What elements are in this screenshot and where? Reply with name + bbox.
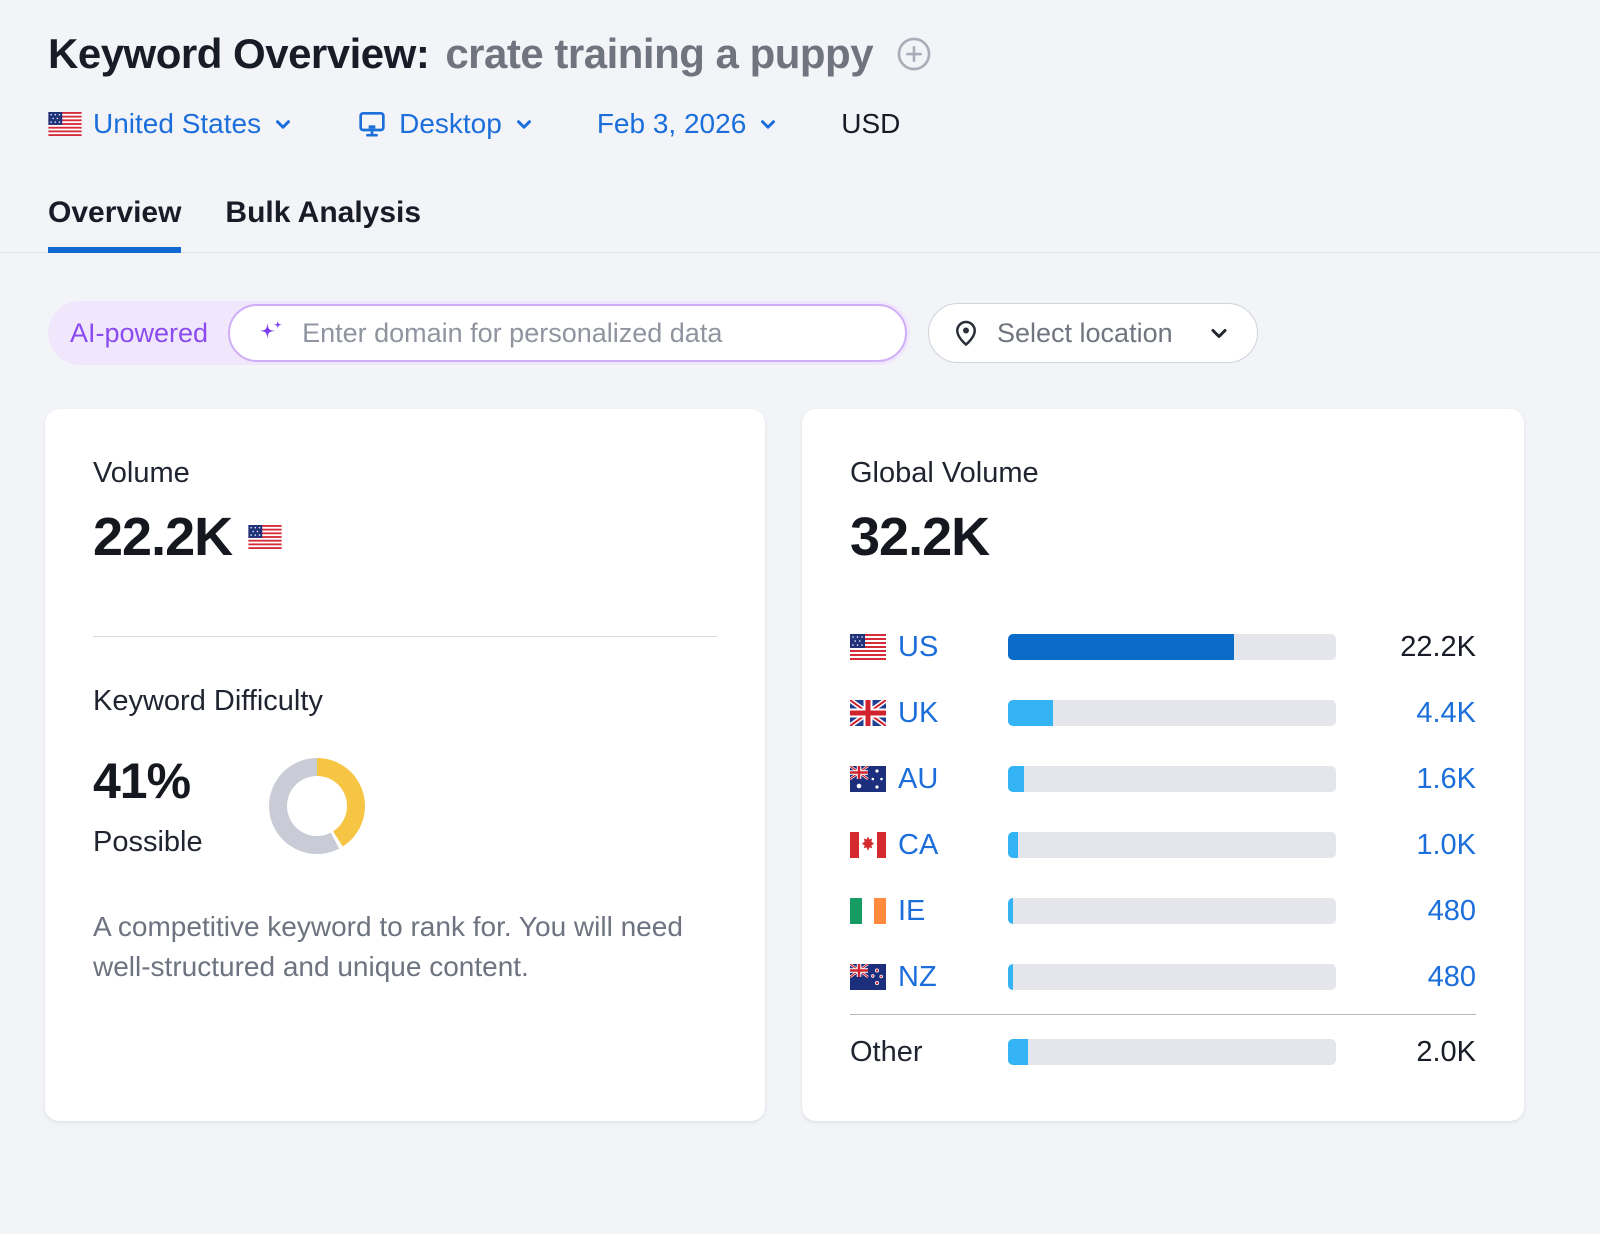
ie-flag-icon [850, 898, 886, 924]
volume-bar [1008, 898, 1336, 924]
ca-flag-icon [850, 832, 886, 858]
page-title: Keyword Overview: [48, 30, 430, 77]
volume-bar [1008, 634, 1336, 660]
country-code[interactable]: US [898, 630, 939, 663]
keyword-difficulty-row: 41% Possible [93, 752, 717, 859]
volume-label: Volume [93, 457, 190, 489]
country-code[interactable]: UK [898, 696, 939, 729]
country-volume-list: US 22.2K UK 4.4K [850, 614, 1476, 1085]
kd-description: A competitive keyword to rank for. You w… [93, 911, 683, 982]
metric-cards: Volume 22.2K Keyword Difficulty 41% Poss… [45, 409, 1600, 1121]
date-selector[interactable]: Feb 3, 2026 [597, 108, 779, 140]
ai-powered-badge: AI-powered [70, 317, 209, 348]
country-volume-value[interactable]: 1.0K [1416, 828, 1476, 861]
tab-overview[interactable]: Overview [48, 196, 182, 253]
kd-donut-chart [269, 757, 365, 854]
select-location-label: Select location [997, 317, 1173, 348]
chevron-down-icon [276, 120, 291, 129]
card-divider [93, 636, 717, 637]
volume-bar [1008, 964, 1336, 990]
country-volume-value: 22.2K [1400, 630, 1476, 663]
volume-value: 22.2K [93, 507, 233, 567]
chevron-down-icon [761, 120, 776, 129]
global-volume-card: Global Volume 32.2K US 22.2K [802, 409, 1524, 1121]
us-flag-icon [850, 634, 886, 660]
us-flag-icon [248, 525, 282, 549]
other-row-divider [850, 1014, 1476, 1015]
filter-bar: United States Desktop Feb 3, 2026 USD [0, 108, 1600, 140]
country-row-other: Other 2.0K [850, 1019, 1476, 1085]
volume-bar [1008, 832, 1336, 858]
country-volume-value[interactable]: 1.6K [1416, 762, 1476, 795]
country-volume-value[interactable]: 480 [1427, 894, 1476, 927]
add-keyword-icon[interactable] [893, 33, 935, 75]
volume-card: Volume 22.2K Keyword Difficulty 41% Poss… [45, 409, 765, 1121]
ai-powered-pill: AI-powered [48, 301, 910, 365]
device-selector-label: Desktop [399, 108, 502, 139]
volume-bar [1008, 700, 1336, 726]
global-volume-value: 32.2K [850, 507, 990, 567]
volume-bar [1008, 1039, 1336, 1065]
country-row-uk: UK 4.4K [850, 680, 1476, 746]
country-code[interactable]: NZ [898, 960, 937, 993]
tab-bar: Overview Bulk Analysis [0, 196, 1600, 253]
page-title-keyword: crate training a puppy [445, 30, 874, 77]
country-volume-value: 2.0K [1416, 1035, 1476, 1068]
device-selector[interactable]: Desktop [356, 108, 535, 140]
country-row-nz: NZ 480 [850, 944, 1476, 1010]
tab-bulk-analysis[interactable]: Bulk Analysis [225, 196, 422, 229]
country-code[interactable]: IE [898, 894, 926, 927]
sparkles-icon [259, 320, 283, 339]
country-selector[interactable]: United States [48, 108, 294, 140]
kd-level: Possible [93, 826, 203, 858]
select-location-button[interactable]: Select location [928, 303, 1258, 363]
personalization-bar: AI-powered Select location [48, 301, 1552, 365]
kd-value-block: 41% Possible [93, 752, 243, 859]
country-volume-value[interactable]: 480 [1427, 960, 1476, 993]
chevron-down-icon [516, 120, 531, 129]
country-row-au: AU 1.6K [850, 746, 1476, 812]
kd-percent: 41% [93, 753, 191, 809]
domain-input-wrap [228, 304, 907, 362]
volume-value-row: 22.2K [93, 506, 717, 568]
chevron-down-icon [1211, 329, 1227, 338]
desktop-icon [359, 112, 385, 137]
country-row-ie: IE 480 [850, 878, 1476, 944]
country-selector-label: United States [93, 108, 262, 139]
volume-bar [1008, 766, 1336, 792]
other-label: Other [850, 1035, 923, 1068]
uk-flag-icon [850, 700, 886, 726]
country-row-us: US 22.2K [850, 614, 1476, 680]
country-row-ca: CA 1.0K [850, 812, 1476, 878]
au-flag-icon [850, 766, 886, 792]
us-flag-icon [48, 112, 82, 136]
location-pin-icon [955, 320, 977, 347]
page-header: Keyword Overview: crate training a puppy [0, 30, 1600, 78]
country-volume-value[interactable]: 4.4K [1416, 696, 1476, 729]
country-code[interactable]: AU [898, 762, 939, 795]
country-code[interactable]: CA [898, 828, 939, 861]
keyword-difficulty-label: Keyword Difficulty [93, 685, 323, 717]
global-volume-label: Global Volume [850, 457, 1039, 489]
date-selector-label: Feb 3, 2026 [596, 108, 747, 139]
domain-input[interactable] [302, 317, 881, 349]
currency-label: USD [841, 108, 901, 139]
nz-flag-icon [850, 964, 886, 990]
